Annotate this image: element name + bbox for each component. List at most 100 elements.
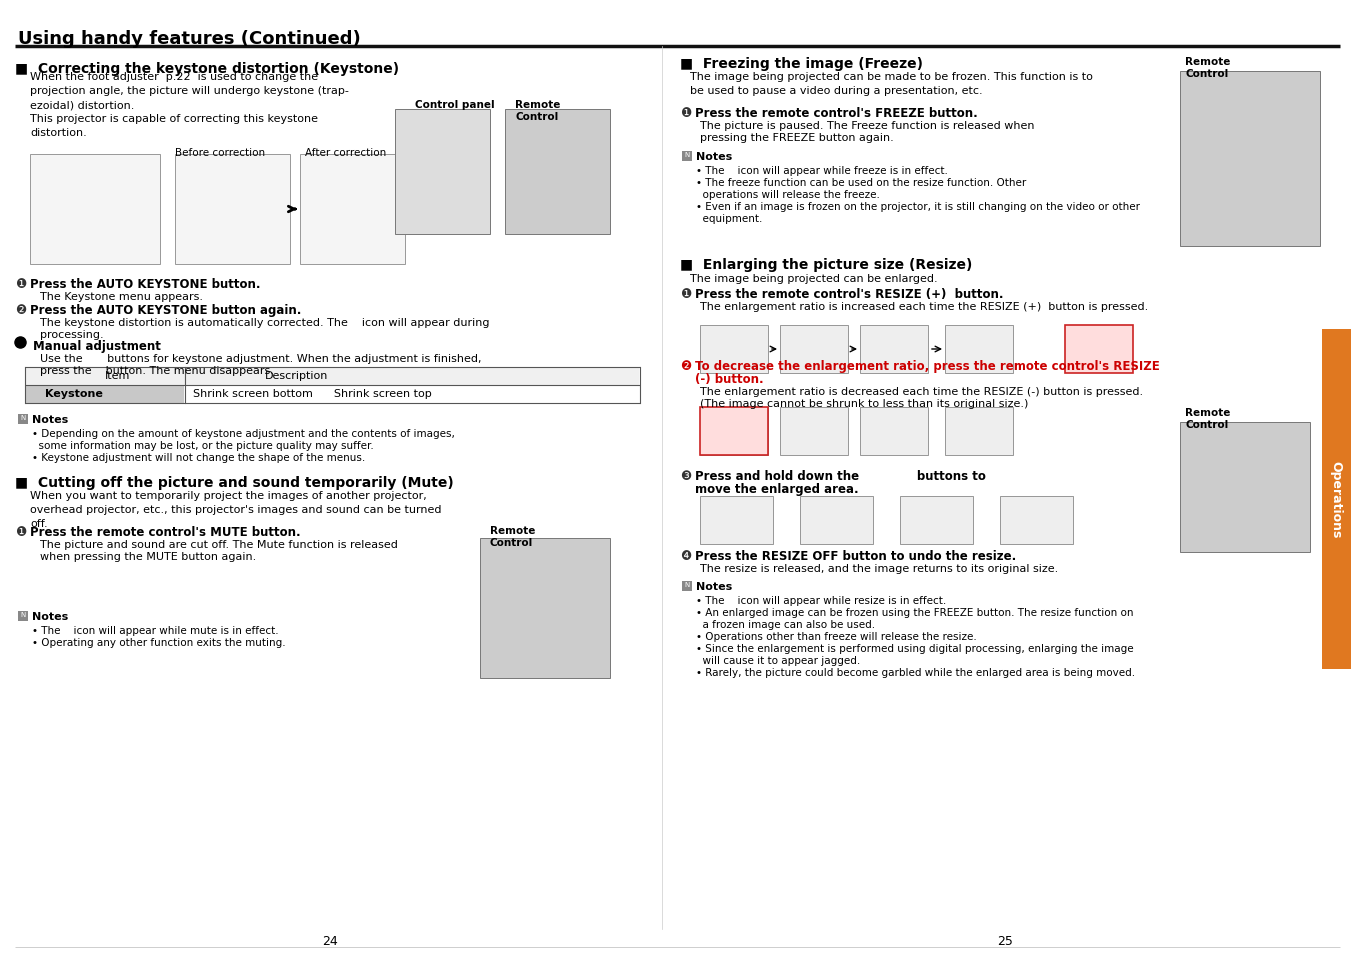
Bar (480, 538, 611, 679)
Bar (700, 497, 773, 544)
Bar (861, 408, 928, 456)
Text: ■  Cutting off the picture and sound temporarily (Mute): ■ Cutting off the picture and sound temp… (15, 476, 454, 490)
Text: a frozen image can also be used.: a frozen image can also be used. (696, 619, 875, 629)
Text: Before correction: Before correction (176, 148, 265, 158)
Bar (176, 154, 290, 265)
Text: Notes: Notes (32, 415, 69, 424)
Text: Press the remote control's FREEZE button.: Press the remote control's FREEZE button… (694, 107, 978, 120)
Text: Control: Control (1185, 419, 1228, 430)
Bar (18, 612, 28, 621)
Text: some information may be lost, or the picture quality may suffer.: some information may be lost, or the pic… (32, 440, 374, 451)
Text: The image being projected can be enlarged.: The image being projected can be enlarge… (690, 274, 938, 284)
Text: press the    button. The menu disappears.: press the button. The menu disappears. (41, 366, 274, 375)
Text: • The    icon will appear while freeze is in effect.: • The icon will appear while freeze is i… (696, 166, 948, 175)
Text: N: N (20, 415, 26, 420)
Text: • The    icon will appear while resize is in effect.: • The icon will appear while resize is i… (696, 596, 946, 605)
Text: off.: off. (30, 518, 47, 529)
Text: distortion.: distortion. (30, 128, 86, 138)
Text: The picture and sound are cut off. The Mute function is released: The picture and sound are cut off. The M… (41, 539, 399, 550)
Text: Control panel: Control panel (415, 100, 494, 110)
Text: Remote: Remote (1185, 57, 1231, 67)
Text: The enlargement ratio is increased each time the RESIZE (+)  button is pressed.: The enlargement ratio is increased each … (700, 302, 1148, 312)
Text: • Depending on the amount of keystone adjustment and the contents of images,: • Depending on the amount of keystone ad… (32, 429, 455, 438)
Text: 24: 24 (322, 934, 338, 947)
Text: This projector is capable of correcting this keystone: This projector is capable of correcting … (30, 113, 317, 124)
Text: Operations: Operations (1329, 461, 1343, 538)
Bar (1179, 71, 1320, 247)
Text: • The    icon will appear while mute is in effect.: • The icon will appear while mute is in … (32, 625, 278, 636)
Text: Press the remote control's RESIZE (+)  button.: Press the remote control's RESIZE (+) bu… (694, 288, 1004, 301)
Bar (800, 497, 873, 544)
Text: Press the AUTO KEYSTONE button.: Press the AUTO KEYSTONE button. (30, 277, 261, 291)
Text: (-) button.: (-) button. (694, 373, 763, 386)
Text: Shrink screen bottom      Shrink screen top: Shrink screen bottom Shrink screen top (193, 389, 432, 398)
Bar (1065, 326, 1133, 374)
Text: ezoidal) distortion.: ezoidal) distortion. (30, 100, 134, 110)
Text: ■  Enlarging the picture size (Resize): ■ Enlarging the picture size (Resize) (680, 257, 973, 272)
Text: ❹: ❹ (680, 550, 692, 562)
Text: projection angle, the picture will undergo keystone (trap-: projection angle, the picture will under… (30, 86, 349, 96)
Text: The enlargement ratio is decreased each time the RESIZE (-) button is pressed.: The enlargement ratio is decreased each … (700, 387, 1143, 396)
Text: When you want to temporarily project the images of another projector,: When you want to temporarily project the… (30, 491, 427, 500)
Text: (The image cannot be shrunk to less than its original size.): (The image cannot be shrunk to less than… (700, 398, 1028, 409)
Text: • Keystone adjustment will not change the shape of the menus.: • Keystone adjustment will not change th… (32, 453, 365, 462)
Text: N: N (685, 581, 689, 587)
Text: Use the       buttons for keystone adjustment. When the adjustment is finished,: Use the buttons for keystone adjustment.… (41, 354, 481, 364)
Bar (700, 408, 767, 456)
Text: ❶: ❶ (680, 107, 692, 120)
Text: N: N (20, 612, 26, 618)
Text: Using handy features (Continued): Using handy features (Continued) (18, 30, 361, 48)
Bar (682, 581, 692, 592)
Text: Press the RESIZE OFF button to undo the resize.: Press the RESIZE OFF button to undo the … (694, 550, 1016, 562)
Bar (18, 415, 28, 424)
Bar (26, 387, 184, 403)
Text: • The freeze function can be used on the resize function. Other: • The freeze function can be used on the… (696, 178, 1027, 188)
Bar (944, 326, 1013, 374)
Text: The picture is paused. The Freeze function is released when: The picture is paused. The Freeze functi… (700, 121, 1035, 131)
Text: Press and hold down the              buttons to: Press and hold down the buttons to (694, 470, 986, 482)
Text: when pressing the MUTE button again.: when pressing the MUTE button again. (41, 552, 257, 561)
Bar (780, 408, 848, 456)
Text: ■  Freezing the image (Freeze): ■ Freezing the image (Freeze) (680, 57, 923, 71)
Bar (900, 497, 973, 544)
Text: Description: Description (265, 371, 328, 380)
Text: • Operating any other function exits the muting.: • Operating any other function exits the… (32, 638, 285, 647)
Text: 25: 25 (997, 934, 1013, 947)
Text: The Keystone menu appears.: The Keystone menu appears. (41, 292, 203, 302)
Text: ❷: ❷ (680, 359, 692, 373)
Text: ❶: ❶ (15, 525, 26, 538)
Text: • Even if an image is frozen on the projector, it is still changing on the video: • Even if an image is frozen on the proj… (696, 202, 1140, 212)
Text: After correction: After correction (305, 148, 386, 158)
Text: ❶: ❶ (680, 288, 692, 301)
Bar (944, 408, 1013, 456)
Bar (700, 408, 767, 456)
Text: When the foot adjuster  p.22  is used to change the: When the foot adjuster p.22 is used to c… (30, 71, 317, 82)
Text: overhead projector, etc., this projector's images and sound can be turned: overhead projector, etc., this projector… (30, 504, 442, 515)
Bar (861, 326, 928, 374)
Text: • An enlarged image can be frozen using the FREEZE button. The resize function o: • An enlarged image can be frozen using … (696, 607, 1133, 618)
Text: processing.: processing. (41, 330, 104, 339)
Text: Remote: Remote (515, 100, 561, 110)
Text: Notes: Notes (696, 152, 732, 162)
Text: Remote: Remote (1185, 408, 1231, 417)
Text: equipment.: equipment. (696, 213, 762, 224)
Bar (394, 110, 490, 234)
Text: • Since the enlargement is performed using digital processing, enlarging the ima: • Since the enlargement is performed usi… (696, 643, 1133, 654)
Text: To decrease the enlargement ratio, press the remote control's RESIZE: To decrease the enlargement ratio, press… (694, 359, 1159, 373)
Text: Remote: Remote (490, 525, 535, 536)
Text: The keystone distortion is automatically corrected. The    icon will appear duri: The keystone distortion is automatically… (41, 317, 489, 328)
Text: Control: Control (515, 112, 558, 122)
Text: Keystone: Keystone (45, 389, 103, 398)
Bar (780, 326, 848, 374)
Bar (700, 326, 767, 374)
Text: ❸: ❸ (680, 470, 692, 482)
Text: ■  Correcting the keystone distortion (Keystone): ■ Correcting the keystone distortion (Ke… (15, 62, 399, 76)
Bar (1323, 330, 1351, 669)
Text: Notes: Notes (32, 612, 69, 621)
Bar (505, 110, 611, 234)
Text: N: N (685, 152, 689, 158)
Text: Control: Control (1185, 69, 1228, 79)
Text: ❶: ❶ (15, 277, 26, 291)
Bar (1179, 422, 1310, 553)
Text: operations will release the freeze.: operations will release the freeze. (696, 190, 880, 200)
